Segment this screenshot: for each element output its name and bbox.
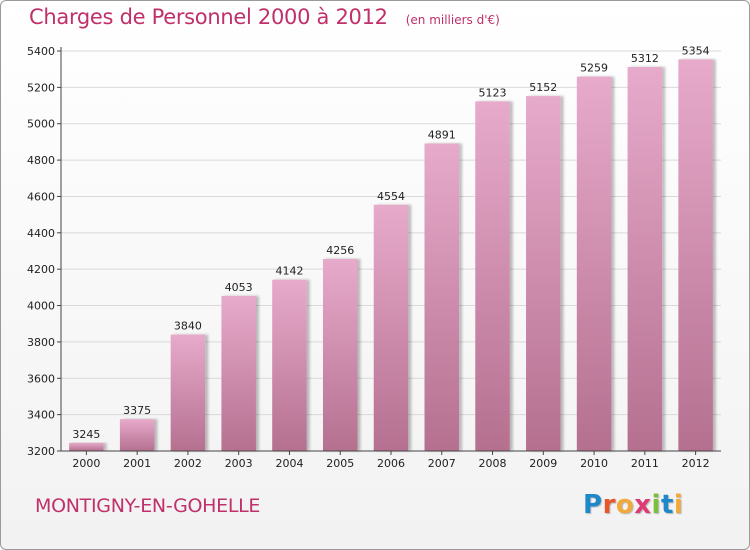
bar-2010 [576,76,612,452]
data-label-2003: 4053 [225,281,253,294]
logo-letter: i [673,490,684,520]
x-tick-label-2005: 2005 [326,457,354,470]
y-tick-label: 3600 [27,372,55,385]
bar-2012 [678,59,713,451]
x-tick-label-2003: 2003 [225,457,253,470]
y-tick-label: 4800 [27,154,55,167]
bar-2008 [475,101,510,451]
logo-letter: r [602,490,616,520]
proxiti-logo: Proxiti [583,490,683,520]
data-label-2000: 3245 [72,428,100,441]
y-tick-label: 3200 [27,445,55,458]
x-tick-label-2001: 2001 [123,457,151,470]
chart-subtitle: (en milliers d'€) [405,13,500,27]
tick-labels: 3200 3400 3600 3800 4000 4200 4400 4600 4800 5000… [27,44,710,470]
bar-2001 [119,419,155,451]
data-label-2011: 5312 [631,52,659,65]
bar-2003 [221,295,256,451]
bar-2006 [373,204,409,451]
bar-2007 [424,143,460,451]
x-tick-label-2004: 2004 [275,457,303,470]
logo-letter: t [660,490,674,520]
bars [69,59,713,452]
logo-letter: x [634,490,652,520]
bar-2009 [526,96,561,451]
y-tick-label: 4200 [27,263,55,276]
logo-letter: i [651,490,661,520]
y-tick-label: 4000 [27,300,55,313]
chart-title: Charges de Personnel 2000 à 2012 [29,5,388,29]
x-tick-label-2006: 2006 [377,457,405,470]
data-label-2008: 5123 [479,86,507,99]
title-row: Charges de Personnel 2000 à 2012 (en mil… [29,5,500,29]
bar-2000 [69,442,104,451]
y-tick-label: 3800 [27,336,55,349]
y-tick-label: 3400 [27,409,55,422]
y-tick-label: 5400 [27,45,55,58]
data-label-2007: 4891 [428,129,456,142]
x-tick-label-2007: 2007 [428,457,456,470]
y-tick-label: 4400 [27,227,55,240]
data-label-2004: 4142 [275,265,303,278]
bar-2004 [272,279,307,451]
y-tick-label: 4600 [27,190,55,203]
axes [57,47,721,455]
bar-2005 [322,259,358,451]
data-label-2010: 5259 [580,62,608,75]
data-label-2005: 4256 [326,244,354,257]
x-tick-label-2002: 2002 [174,457,202,470]
bar-2002 [170,334,206,451]
data-label-2001: 3375 [123,404,151,417]
x-tick-label-2009: 2009 [529,457,557,470]
bar-2011 [627,67,663,451]
x-tick-label-2000: 2000 [72,457,100,470]
y-tick-label: 5000 [27,118,55,131]
logo-letter: o [615,490,635,520]
x-tick-label-2008: 2008 [479,457,507,470]
logo-letter: P [583,490,603,520]
commune-name: MONTIGNY-EN-GOHELLE [35,495,261,517]
y-tick-label: 5200 [27,81,55,94]
x-tick-label-2011: 2011 [631,457,659,470]
x-tick-label-2010: 2010 [580,457,608,470]
data-label-2009: 5152 [529,81,557,94]
data-label-2012: 5354 [682,44,710,57]
x-tick-label-2012: 2012 [682,457,710,470]
data-label-2002: 3840 [174,320,202,333]
data-label-2006: 4554 [377,190,405,203]
